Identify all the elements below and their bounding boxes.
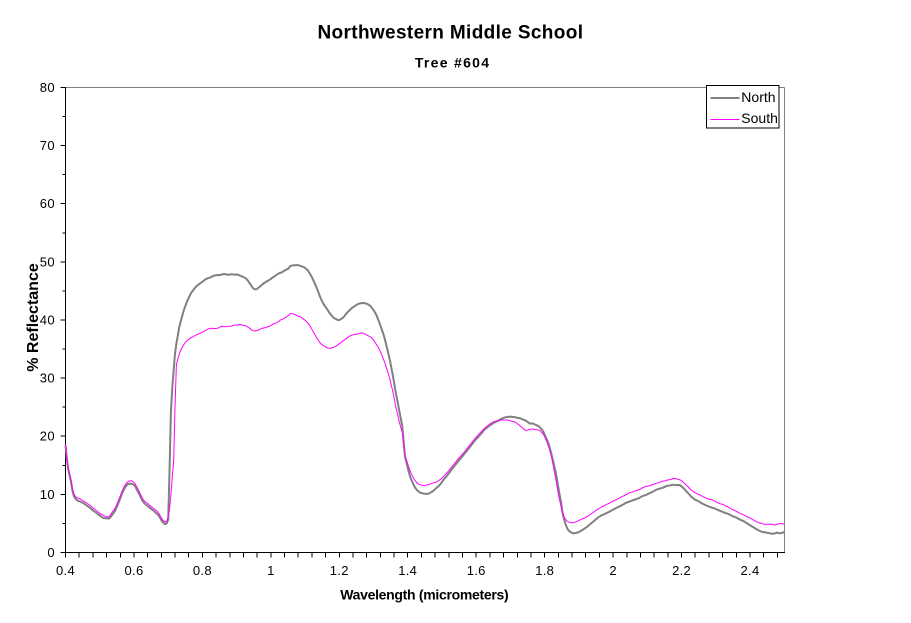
svg-text:0: 0	[47, 545, 55, 560]
svg-text:Tree #604: Tree #604	[415, 54, 491, 70]
svg-text:2.2: 2.2	[672, 563, 691, 578]
svg-text:1.2: 1.2	[330, 563, 349, 578]
svg-text:2: 2	[609, 563, 617, 578]
svg-text:0.4: 0.4	[56, 563, 75, 578]
svg-text:Northwestern Middle School: Northwestern Middle School	[317, 22, 583, 43]
svg-text:0.8: 0.8	[193, 563, 212, 578]
svg-text:80: 80	[40, 80, 55, 95]
svg-text:10: 10	[40, 487, 55, 502]
svg-text:1.8: 1.8	[535, 563, 554, 578]
svg-text:% Reflectance: % Reflectance	[25, 263, 42, 372]
svg-text:2.4: 2.4	[741, 563, 760, 578]
svg-text:North: North	[741, 89, 775, 105]
svg-text:Wavelength (micrometers): Wavelength (micrometers)	[340, 586, 508, 602]
svg-text:0.6: 0.6	[125, 563, 144, 578]
svg-text:50: 50	[40, 254, 55, 269]
svg-text:1: 1	[267, 563, 275, 578]
svg-text:1.6: 1.6	[467, 563, 486, 578]
svg-text:20: 20	[40, 429, 55, 444]
svg-text:70: 70	[40, 138, 55, 153]
svg-text:40: 40	[40, 313, 55, 328]
svg-text:South: South	[741, 110, 778, 126]
svg-text:60: 60	[40, 196, 55, 211]
svg-text:1.4: 1.4	[398, 563, 417, 578]
svg-text:30: 30	[40, 371, 55, 386]
